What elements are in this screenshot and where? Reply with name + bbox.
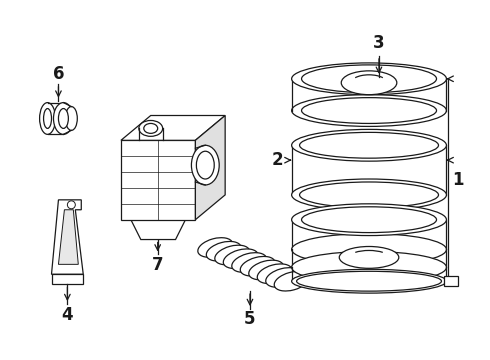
Text: 1: 1	[453, 171, 464, 189]
FancyBboxPatch shape	[444, 276, 458, 286]
Ellipse shape	[240, 256, 275, 276]
Polygon shape	[51, 274, 83, 284]
Ellipse shape	[292, 204, 446, 235]
Ellipse shape	[266, 268, 300, 287]
Ellipse shape	[144, 123, 158, 133]
Ellipse shape	[232, 253, 267, 272]
Ellipse shape	[44, 109, 51, 129]
Text: 3: 3	[373, 34, 385, 52]
Ellipse shape	[274, 271, 309, 291]
Ellipse shape	[192, 145, 219, 185]
Ellipse shape	[301, 98, 437, 123]
Ellipse shape	[65, 107, 77, 130]
Ellipse shape	[257, 264, 292, 284]
Ellipse shape	[292, 251, 446, 283]
Polygon shape	[51, 200, 83, 274]
Ellipse shape	[58, 109, 69, 129]
Ellipse shape	[215, 245, 249, 265]
Ellipse shape	[249, 260, 284, 280]
Ellipse shape	[292, 63, 446, 95]
Ellipse shape	[40, 103, 55, 134]
Ellipse shape	[299, 182, 439, 208]
Ellipse shape	[223, 249, 258, 269]
Text: 4: 4	[62, 306, 73, 324]
Ellipse shape	[296, 271, 441, 291]
Text: 5: 5	[244, 310, 256, 328]
Polygon shape	[131, 220, 185, 239]
Ellipse shape	[292, 269, 446, 293]
Ellipse shape	[292, 234, 446, 265]
Ellipse shape	[301, 207, 437, 233]
Polygon shape	[121, 140, 196, 220]
Ellipse shape	[341, 71, 397, 95]
Text: 6: 6	[53, 65, 64, 83]
Ellipse shape	[196, 151, 214, 179]
Ellipse shape	[206, 242, 241, 261]
Polygon shape	[121, 116, 225, 140]
Ellipse shape	[68, 201, 75, 209]
Polygon shape	[196, 116, 225, 220]
Text: 7: 7	[152, 256, 164, 274]
Ellipse shape	[292, 179, 446, 211]
Ellipse shape	[292, 95, 446, 126]
Ellipse shape	[339, 247, 399, 268]
Ellipse shape	[198, 238, 233, 257]
Polygon shape	[58, 210, 78, 264]
Ellipse shape	[299, 132, 439, 158]
Text: 2: 2	[272, 151, 284, 169]
Ellipse shape	[53, 103, 74, 134]
Ellipse shape	[139, 121, 163, 136]
Ellipse shape	[292, 129, 446, 161]
Ellipse shape	[301, 65, 437, 93]
